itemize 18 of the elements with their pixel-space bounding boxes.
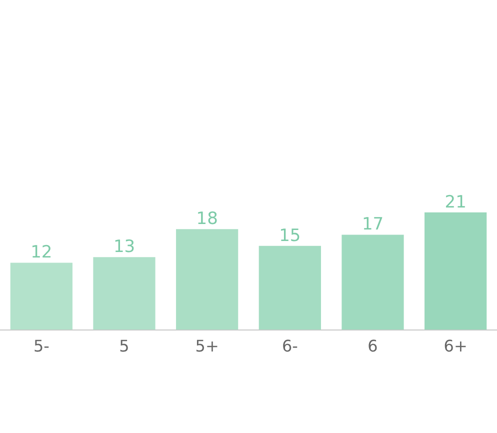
x-tick-label: 6 — [368, 336, 378, 356]
data-label: 17 — [362, 214, 384, 235]
x-tick-label: 5 — [119, 336, 130, 356]
bar — [176, 229, 238, 330]
data-label: 13 — [113, 237, 136, 258]
bar — [342, 234, 404, 330]
bar — [424, 212, 487, 330]
bar — [93, 257, 156, 330]
bar — [258, 246, 321, 330]
data-label: 15 — [279, 226, 301, 246]
x-tick-label: 6- — [282, 336, 298, 356]
data-label: 21 — [444, 192, 466, 212]
x-tick-label: 6+ — [444, 336, 468, 356]
x-tick-label: 5- — [33, 336, 50, 356]
x-tick-label: 5+ — [195, 336, 219, 356]
data-label: 12 — [30, 242, 52, 263]
bar — [10, 262, 72, 330]
data-label: 18 — [196, 209, 218, 230]
